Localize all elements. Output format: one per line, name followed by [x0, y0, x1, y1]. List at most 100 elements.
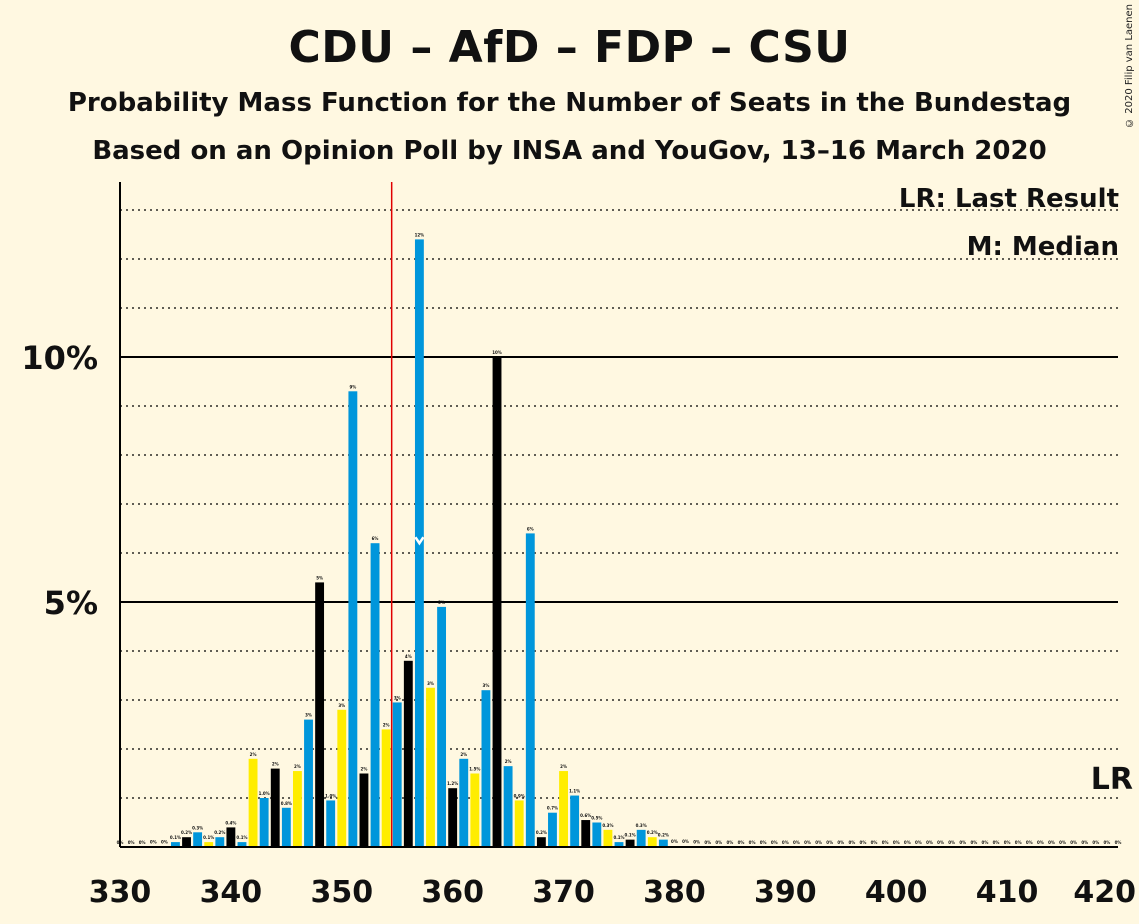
bar-label-356: 4%	[405, 654, 412, 659]
bar-label-400: 0%	[893, 840, 900, 845]
last-result-label: LR	[1091, 762, 1133, 797]
bar-label-343: 1.0%	[259, 791, 270, 796]
bar-label-398: 0%	[871, 840, 878, 845]
bars	[148, 239, 702, 847]
bar-label-391: 0%	[793, 840, 800, 845]
bar-seat-353	[370, 543, 380, 847]
median-marker	[414, 536, 425, 546]
x-tick-label: 330	[89, 875, 152, 910]
bar-seat-378	[647, 837, 657, 847]
x-tick-label: 400	[865, 875, 928, 910]
bar-seat-347	[304, 719, 313, 847]
bar-label-335: 0.1%	[170, 835, 181, 840]
bar-label-359: 5%	[438, 600, 445, 605]
bar-label-348: 5%	[316, 575, 323, 580]
bar-seat-342	[248, 758, 258, 847]
bar-label-380: 0%	[671, 839, 678, 844]
y-tick-label: 5%	[44, 584, 98, 622]
bar-label-406: 0%	[959, 840, 966, 845]
bar-label-371: 1.1%	[569, 789, 580, 794]
bar-label-355: 3%	[394, 695, 401, 700]
bar-seat-356	[403, 660, 413, 847]
bar-label-384: 0%	[715, 840, 722, 845]
bar-label-389: 0%	[771, 840, 778, 845]
bar-seat-340	[226, 827, 236, 847]
bar-label-402: 0%	[915, 840, 922, 845]
bar-seat-369	[548, 812, 557, 847]
bar-seat-351	[348, 391, 358, 847]
bar-label-397: 0%	[860, 840, 867, 845]
bar-label-418: 0%	[1092, 840, 1099, 845]
bar-label-394: 0%	[826, 840, 833, 845]
chart-subtitle: Probability Mass Function for the Number…	[67, 88, 1072, 118]
bar-seat-358	[426, 687, 435, 847]
bar-label-387: 0%	[749, 840, 756, 845]
bar-label-365: 2%	[505, 759, 512, 764]
bar-label-411: 0%	[1015, 840, 1022, 845]
bar-label-388: 0%	[760, 840, 767, 845]
bar-seat-360	[448, 788, 458, 847]
bar-label-349: 1.0%	[325, 793, 336, 798]
bar-label-345: 0.8%	[281, 801, 292, 806]
x-tick-label: 390	[754, 875, 817, 910]
bar-seat-379	[658, 839, 668, 847]
bar-seat-370	[559, 771, 568, 847]
bar-seat-349	[326, 800, 336, 847]
bar-label-412: 0%	[1026, 840, 1033, 845]
bar-label-410: 0%	[1004, 840, 1011, 845]
bar-label-396: 0%	[848, 840, 855, 845]
gridlines	[120, 209, 1118, 799]
markers: LR	[390, 182, 1133, 847]
y-tick-label: 10%	[21, 339, 98, 377]
bar-seat-376	[625, 839, 635, 847]
bar-seat-365	[503, 766, 513, 847]
x-tick-label: 360	[421, 875, 484, 910]
bar-label-390: 0%	[782, 840, 789, 845]
bar-seat-368	[536, 837, 546, 847]
bar-label-351: 9%	[349, 384, 356, 389]
bar-label-373: 0.5%	[591, 816, 602, 821]
bar-label-357: 12%	[415, 232, 425, 237]
bar-label-368: 0.2%	[536, 830, 547, 835]
bar-seat-348	[315, 582, 325, 847]
bar-seat-341	[237, 842, 247, 847]
bar-seat-355	[392, 702, 402, 847]
bar-label-333: 0%	[150, 840, 157, 845]
bar-label-369: 0.7%	[547, 806, 558, 811]
bar-label-339: 0.2%	[214, 830, 225, 835]
bar-label-367: 6%	[527, 526, 534, 531]
bar-label-404: 0%	[937, 840, 944, 845]
bar-seat-367	[525, 533, 535, 847]
bar-seat-375	[614, 842, 624, 847]
bar-seat-336	[182, 837, 191, 847]
bar-seat-361	[459, 758, 469, 847]
bar-seat-371	[570, 795, 580, 847]
bar-label-338: 0.1%	[203, 835, 214, 840]
bar-label-374: 0.3%	[602, 823, 613, 828]
x-tick-label: 420	[1073, 875, 1136, 910]
axes: 5% 10% 330 340 350 360 370 380 390 400 410 420	[21, 182, 1136, 910]
bar-label-366: 0.9%	[514, 793, 525, 798]
chart-subtitle-poll: Based on an Opinion Poll by INSA and You…	[92, 136, 1047, 166]
bar-label-420: 0%	[1115, 840, 1122, 845]
x-tick-label: 340	[200, 875, 263, 910]
bar-label-375: 0.1%	[613, 835, 624, 840]
bar-label-409: 0%	[993, 840, 1000, 845]
bar-seat-354	[381, 729, 391, 847]
bar-labels: 0%0%0%0%0%0.1%0.2%0.3%0.1%0.2%0.4%0.1%2%…	[117, 232, 1122, 845]
bar-label-336: 0.2%	[181, 830, 192, 835]
bar-label-413: 0%	[1037, 840, 1044, 845]
bar-label-378: 0.2%	[647, 830, 658, 835]
bar-label-363: 3%	[483, 683, 490, 688]
bar-seat-359	[437, 606, 447, 847]
bar-label-334: 0%	[161, 840, 168, 845]
bar-label-354: 2%	[383, 722, 390, 727]
bar-seat-352	[359, 773, 369, 847]
bar-label-399: 0%	[882, 840, 889, 845]
bar-label-350: 3%	[338, 703, 345, 708]
bar-label-341: 0.1%	[236, 835, 247, 840]
bar-seat-346	[292, 771, 302, 847]
bar-seat-377	[636, 829, 646, 847]
bar-seat-364	[492, 357, 502, 847]
